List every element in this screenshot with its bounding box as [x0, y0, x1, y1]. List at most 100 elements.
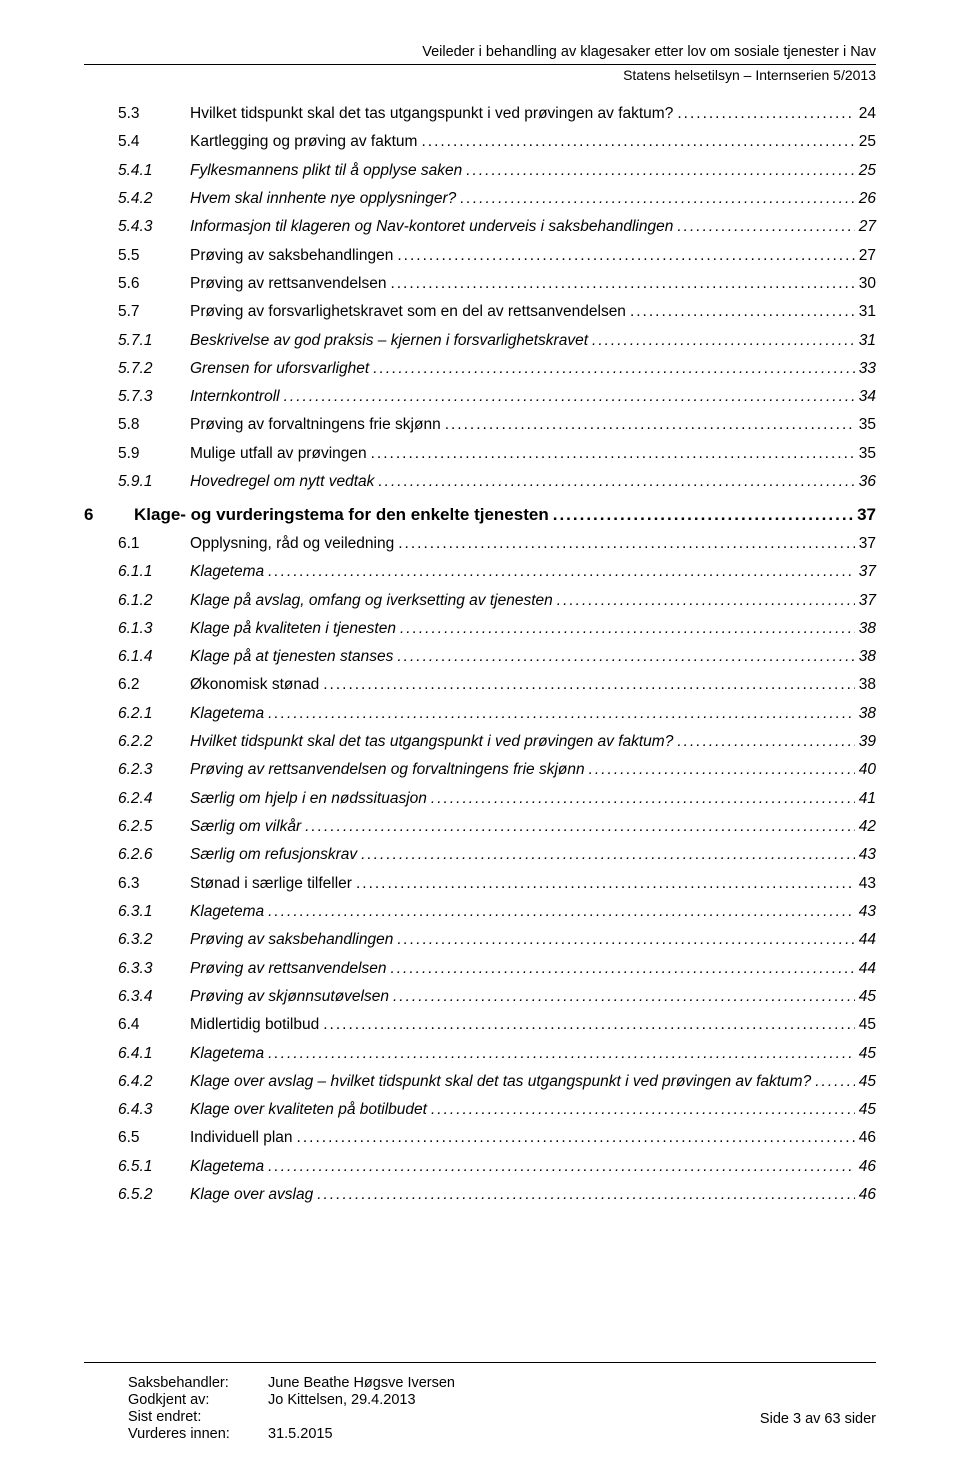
toc-leader-dots — [673, 733, 854, 751]
footer-row: Godkjent av: Jo Kittelsen, 29.4.2013 — [128, 1392, 465, 1409]
toc-page: 41 — [855, 790, 876, 808]
toc-entry: 5.6Prøving av rettsanvendelsen30 — [118, 275, 876, 293]
toc-page: 37 — [855, 563, 876, 581]
toc-number: 6.5.1 — [118, 1158, 190, 1176]
toc-entry: 6.2.1Klagetema 38 — [118, 705, 876, 723]
toc-title: Klage på avslag, omfang og iverksetting … — [190, 592, 553, 610]
toc-entry: 6.4.3Klage over kvaliteten på botilbudet… — [118, 1101, 876, 1119]
toc-page: 36 — [855, 473, 876, 491]
toc-title: Mulige utfall av prøvingen — [190, 445, 367, 463]
toc-title: Klagetema — [190, 903, 264, 921]
toc-page: 42 — [855, 818, 876, 836]
toc-page: 45 — [855, 988, 876, 1006]
toc-number: 6.2.1 — [118, 705, 190, 723]
toc-number: 6.4.2 — [118, 1073, 190, 1091]
toc-number: 6.3.1 — [118, 903, 190, 921]
footer-row: Vurderes innen: 31.5.2015 — [128, 1426, 465, 1443]
toc-title: Hvilket tidspunkt skal det tas utgangspu… — [190, 733, 673, 751]
toc-leader-dots — [301, 818, 855, 836]
footer-meta-table: Saksbehandler: June Beathe Høgsve Iverse… — [128, 1375, 465, 1443]
toc-title: Prøving av saksbehandlingen — [190, 931, 393, 949]
toc-number: 5.5 — [118, 247, 190, 265]
toc-leader-dots — [264, 563, 855, 581]
toc-number: 6.3.2 — [118, 931, 190, 949]
toc-page: 25 — [855, 162, 876, 180]
toc-title: Klagetema — [190, 563, 264, 581]
toc-title: Kartlegging og prøving av faktum — [190, 133, 417, 151]
toc-page: 34 — [855, 388, 876, 406]
toc-page: 45 — [855, 1045, 876, 1063]
toc-title: Særlig om refusjonskrav — [190, 846, 357, 864]
footer-label: Saksbehandler: — [128, 1375, 268, 1392]
toc-leader-dots — [673, 105, 854, 123]
table-of-contents: 5.3 Hvilket tidspunkt skal det tas utgang… — [84, 105, 876, 1204]
toc-title: Prøving av rettsanvendelsen — [190, 960, 386, 978]
toc-entry: 6.3.3Prøving av rettsanvendelsen44 — [118, 960, 876, 978]
toc-number: 5.7.3 — [118, 388, 190, 406]
toc-entry: 5.7.1Beskrivelse av god praksis – kjerne… — [118, 332, 876, 350]
toc-leader-dots — [264, 1045, 855, 1063]
toc-page: 46 — [855, 1129, 876, 1147]
toc-page: 40 — [855, 761, 876, 779]
toc-leader-dots — [588, 332, 855, 350]
toc-entry: 6.4Midlertidig botilbud45 — [118, 1016, 876, 1034]
toc-entry: 6.1.1Klagetema 37 — [118, 563, 876, 581]
toc-title: Stønad i særlige tilfeller — [190, 875, 352, 893]
toc-title: Økonomisk stønad — [190, 676, 319, 694]
toc-entry: 6.1.4Klage på at tjenesten stanses38 — [118, 648, 876, 666]
toc-title: Klage på at tjenesten stanses — [190, 648, 393, 666]
toc-leader-dots — [553, 592, 855, 610]
toc-number: 5.3 — [118, 105, 190, 123]
toc-leader-dots — [374, 473, 854, 491]
toc-title: Midlertidig botilbud — [190, 1016, 319, 1034]
toc-number: 6.1.1 — [118, 563, 190, 581]
toc-leader-dots — [673, 218, 854, 236]
toc-leader-dots — [313, 1186, 855, 1204]
toc-page: 37 — [853, 505, 876, 525]
toc-number: 6.1.2 — [118, 592, 190, 610]
toc-entry: 5.9Mulige utfall av prøvingen35 — [118, 445, 876, 463]
toc-title: Klage over avslag — [190, 1186, 313, 1204]
toc-leader-dots — [264, 705, 855, 723]
toc-entry: 5.7Prøving av forsvarlighetskravet som e… — [118, 303, 876, 321]
toc-leader-dots — [427, 1101, 855, 1119]
toc-leader-dots — [319, 1016, 855, 1034]
toc-entry: 5.4.3Informasjon til klageren og Nav-kon… — [118, 218, 876, 236]
toc-leader-dots — [462, 162, 855, 180]
toc-page: 38 — [855, 620, 876, 638]
toc-entry: 5.4Kartlegging og prøving av faktum25 — [118, 133, 876, 151]
toc-page: 45 — [855, 1101, 876, 1119]
toc-title: Informasjon til klageren og Nav-kontoret… — [190, 218, 673, 236]
toc-leader-dots — [441, 416, 855, 434]
toc-page: 26 — [855, 190, 876, 208]
toc-entry: 6.2.3Prøving av rettsanvendelsen og forv… — [118, 761, 876, 779]
header-rule — [84, 64, 876, 65]
toc-page: 38 — [855, 705, 876, 723]
toc-entry: 6.2Økonomisk stønad38 — [118, 676, 876, 694]
toc-title: Klagetema — [190, 1045, 264, 1063]
toc-number: 6.1 — [118, 535, 190, 553]
toc-entry: 5.5Prøving av saksbehandlingen27 — [118, 247, 876, 265]
toc-number: 6.2.2 — [118, 733, 190, 751]
toc-title: Klage over kvaliteten på botilbudet — [190, 1101, 427, 1119]
toc-number: 6.4 — [118, 1016, 190, 1034]
toc-entry: 6.2.4Særlig om hjelp i en nødssituasjon4… — [118, 790, 876, 808]
toc-title: Internkontroll — [190, 388, 280, 406]
toc-number: 5.4.2 — [118, 190, 190, 208]
toc-leader-dots — [626, 303, 855, 321]
toc-entry: 6.3.1Klagetema 43 — [118, 903, 876, 921]
toc-number: 6.4.1 — [118, 1045, 190, 1063]
toc-leader-dots — [393, 247, 854, 265]
toc-page: 43 — [855, 903, 876, 921]
toc-number: 6.2.5 — [118, 818, 190, 836]
toc-number: 5.4.1 — [118, 162, 190, 180]
toc-page: 44 — [855, 931, 876, 949]
toc-title: Klagetema — [190, 705, 264, 723]
toc-number: 6.1.4 — [118, 648, 190, 666]
toc-title: Klagetema — [190, 1158, 264, 1176]
toc-page: 39 — [855, 733, 876, 751]
footer-label: Sist endret: — [128, 1409, 268, 1426]
toc-leader-dots — [456, 190, 855, 208]
toc-leader-dots — [585, 761, 855, 779]
toc-page: 31 — [855, 303, 876, 321]
